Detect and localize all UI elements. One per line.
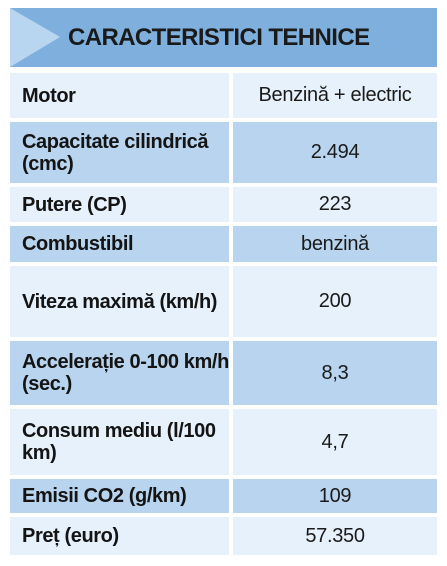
spec-value: 200 xyxy=(233,266,437,337)
spec-row-emissions: Emisii CO2 (g/km) 109 xyxy=(10,479,437,513)
spec-row-acceleration: Accelerație 0-100 km/h (sec.) 8,3 xyxy=(10,341,437,405)
spec-label: Combustibil xyxy=(10,226,229,262)
spec-label: Capacitate cilindrică (cmc) xyxy=(10,122,229,183)
spec-label: Viteza maximă (km/h) xyxy=(10,266,229,337)
spec-value: benzină xyxy=(233,226,437,262)
spec-label: Emisii CO2 (g/km) xyxy=(10,479,229,513)
table-title: CARACTERISTICI TEHNICE xyxy=(68,24,370,51)
spec-label: Accelerație 0-100 km/h (sec.) xyxy=(10,341,229,405)
spec-value: Benzină + electric xyxy=(233,73,437,118)
spec-value: 223 xyxy=(233,187,437,222)
spec-row-motor: Motor Benzină + electric xyxy=(10,73,437,118)
spec-value: 57.350 xyxy=(233,517,437,555)
header-arrow-icon xyxy=(10,8,60,67)
table-header: CARACTERISTICI TEHNICE xyxy=(10,8,437,67)
spec-value: 109 xyxy=(233,479,437,513)
spec-row-price: Preț (euro) 57.350 xyxy=(10,517,437,555)
spec-label: Putere (CP) xyxy=(10,187,229,222)
spec-label: Consum mediu (l/100 km) xyxy=(10,409,229,475)
spec-rows: Motor Benzină + electric Capacitate cili… xyxy=(10,73,437,559)
spec-value: 2.494 xyxy=(233,122,437,183)
spec-label: Motor xyxy=(10,73,229,118)
spec-row-fuel: Combustibil benzină xyxy=(10,226,437,262)
spec-row-capacity: Capacitate cilindrică (cmc) 2.494 xyxy=(10,122,437,183)
spec-value: 4,7 xyxy=(233,409,437,475)
spec-label: Preț (euro) xyxy=(10,517,229,555)
spec-row-top-speed: Viteza maximă (km/h) 200 xyxy=(10,266,437,337)
spec-value: 8,3 xyxy=(233,341,437,405)
spec-row-power: Putere (CP) 223 xyxy=(10,187,437,222)
spec-row-consumption: Consum mediu (l/100 km) 4,7 xyxy=(10,409,437,475)
specs-table: CARACTERISTICI TEHNICE Motor Benzină + e… xyxy=(10,8,437,560)
